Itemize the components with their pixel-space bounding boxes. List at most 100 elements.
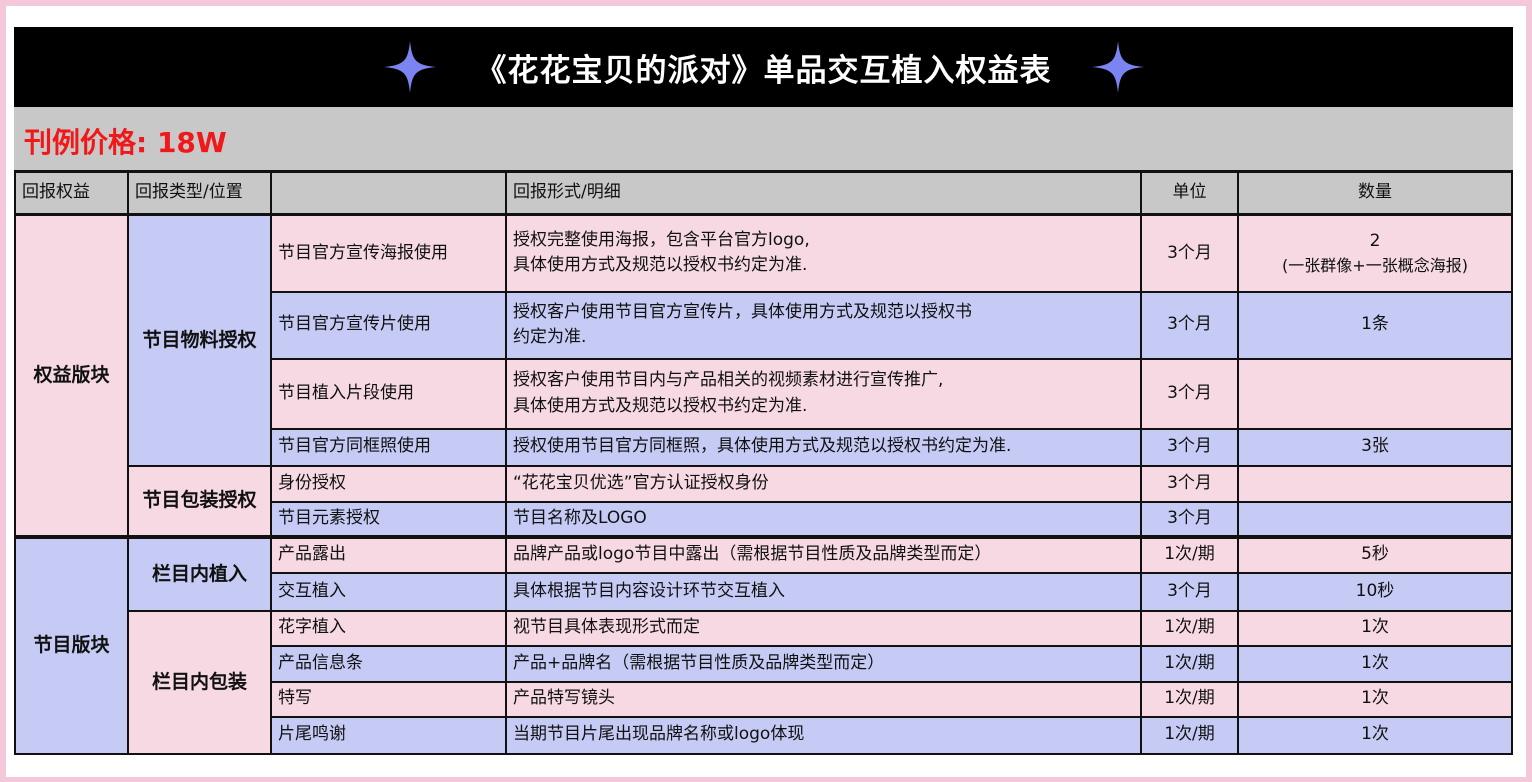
page-title: 《花花宝贝的派对》单品交互植入权益表 (475, 52, 1052, 89)
quantity-cell-line: 1次 (1361, 617, 1389, 638)
table-row: 片尾鸣谢 当期节目片尾出现品牌名称或logo体现 1次/期 1次 (15, 715, 1513, 755)
rights-table: 回报权益 回报类型/位置 回报形式/明细 单位 数量 权益版块 节目物料授权 节目官… (14, 170, 1513, 755)
item-cell: 身份授权 (270, 464, 507, 503)
unit-cell: 3个月 (1140, 290, 1239, 360)
header-cell: 回报形式/明细 (505, 170, 1142, 216)
item-cell: 产品露出 (270, 534, 507, 574)
group-cell: 节目物料授权 (127, 213, 272, 467)
item-cell: 节目官方宣传海报使用 (270, 213, 507, 293)
quantity-cell-line: 1次 (1361, 652, 1389, 673)
unit-cell: 1次/期 (1140, 715, 1239, 755)
detail-cell: 具体根据节目内容设计环节交互植入 (505, 571, 1142, 612)
quantity-cell-line: 1条 (1361, 314, 1389, 335)
detail-cell-line: 节目名称及LOGO (513, 507, 647, 528)
detail-cell-line: 授权使用节目官方同框照，具体使用方式及规范以授权书约定为准. (513, 436, 1012, 457)
quantity-cell: 3张 (1237, 427, 1513, 467)
item-cell: 交互植入 (270, 571, 507, 612)
detail-cell-line: 授权客户使用节目内与产品相关的视频素材进行宣传推广, (513, 370, 944, 390)
quantity-cell (1237, 500, 1513, 538)
quantity-cell-line: 3张 (1361, 436, 1389, 457)
table-row: 节目官方同框照使用 授权使用节目官方同框照，具体使用方式及规范以授权书约定为准. 3… (15, 427, 1513, 467)
sparkle-star-icon (383, 41, 436, 93)
quantity-cell: 1次 (1237, 644, 1513, 683)
title-bar: 《花花宝贝的派对》单品交互植入权益表 (14, 27, 1513, 107)
table-row: 节目包装授权 身份授权 “花花宝贝优选”官方认证授权身份 3个月 (15, 464, 1513, 538)
quantity-cell: 2 (一张群像+一张概念海报) (1237, 213, 1513, 293)
table-row: 节目版块 栏目内植入 产品露出 品牌产品或logo节目中露出（需根据节目性质及品牌类型… (14, 534, 1513, 755)
detail-cell: 授权客户使用节目内与产品相关的视频素材进行宣传推广, 具体使用方式及规范以授权书约… (505, 357, 1142, 430)
detail-cell: 授权完整使用海报，包含平台官方logo, 具体使用方式及规范以授权书约定为准. (505, 213, 1142, 293)
section-cell: 权益版块 (14, 213, 129, 538)
item-cell: 片尾鸣谢 (270, 715, 507, 755)
detail-cell: 节目名称及LOGO (505, 500, 1142, 538)
table-header-row: 回报权益 回报类型/位置 回报形式/明细 单位 数量 (14, 170, 1513, 216)
quantity-cell: 1次 (1237, 715, 1513, 755)
table-row: 节目官方宣传片使用 授权客户使用节目官方宣传片，具体使用方式及规范以授权书 约定为准… (15, 290, 1513, 360)
detail-cell-line: 产品+品牌名（需根据节目性质及品牌类型而定） (513, 652, 885, 673)
detail-cell: 品牌产品或logo节目中露出（需根据节目性质及品牌类型而定） (505, 534, 1142, 574)
detail-cell-line: “花花宝贝优选”官方认证授权身份 (513, 472, 769, 493)
quantity-cell (1237, 357, 1513, 430)
table-row: 特写 产品特写镜头 1次/期 1次 (15, 680, 1513, 718)
quantity-cell-line: 10秒 (1355, 580, 1395, 601)
detail-cell: 视节目具体表现形式而定 (505, 609, 1142, 647)
unit-cell: 1次/期 (1140, 680, 1239, 718)
quantity-cell-line: (一张群像+一张概念海报) (1282, 256, 1468, 275)
header-cell: 回报类型/位置 (127, 170, 272, 216)
unit-cell: 3个月 (1140, 357, 1239, 430)
unit-cell: 3个月 (1140, 571, 1239, 612)
header-cell (270, 170, 507, 216)
item-cell: 产品信息条 (270, 644, 507, 683)
table-row: 产品信息条 产品+品牌名（需根据节目性质及品牌类型而定） 1次/期 1次 (15, 644, 1513, 683)
unit-cell: 3个月 (1140, 213, 1239, 293)
item-cell: 特写 (270, 680, 507, 718)
unit-cell: 3个月 (1140, 464, 1239, 503)
sparkle-star-icon (1091, 41, 1144, 93)
quantity-cell-line: 2 (1369, 230, 1381, 251)
table-row: 栏目内包装 花字植入 视节目具体表现形式而定 1次/期 1次 (15, 609, 1513, 755)
detail-cell: 当期节目片尾出现品牌名称或logo体现 (505, 715, 1142, 755)
table-row: 节目植入片段使用 授权客户使用节目内与产品相关的视频素材进行宣传推广, 具体使用方式… (15, 357, 1513, 430)
quantity-cell: 1次 (1237, 680, 1513, 718)
detail-cell-line: 具体使用方式及规范以授权书约定为准. (513, 395, 808, 416)
item-cell: 节目元素授权 (270, 500, 507, 538)
table-row: 交互植入 具体根据节目内容设计环节交互植入 3个月 10秒 (15, 571, 1513, 612)
detail-cell: 产品+品牌名（需根据节目性质及品牌类型而定） (505, 644, 1142, 683)
quantity-cell: 10秒 (1237, 571, 1513, 612)
item-cell: 花字植入 (270, 609, 507, 647)
detail-cell: 授权使用节目官方同框照，具体使用方式及规范以授权书约定为准. (505, 427, 1142, 467)
section-cell: 节目版块 (14, 534, 129, 755)
detail-cell: 产品特写镜头 (505, 680, 1142, 718)
quantity-cell: 1条 (1237, 290, 1513, 360)
detail-cell-line: 具体使用方式及规范以授权书约定为准. (513, 255, 808, 276)
table-row: 节目元素授权 节目名称及LOGO 3个月 (15, 500, 1513, 538)
table-row: 权益版块 节目物料授权 节目官方宣传海报使用 授权完整使用海报，包含平台官方logo,… (14, 213, 1513, 538)
detail-cell-line: 当期节目片尾出现品牌名称或logo体现 (513, 724, 805, 745)
header-cell: 回报权益 (14, 170, 129, 216)
detail-cell-line: 授权客户使用节目官方宣传片，具体使用方式及规范以授权书 (513, 301, 972, 322)
detail-cell-line: 视节目具体表现形式而定 (513, 617, 700, 638)
group-cell: 栏目内植入 (127, 534, 272, 612)
quantity-cell: 5秒 (1237, 534, 1513, 574)
unit-cell: 3个月 (1140, 427, 1239, 467)
detail-cell-line: 产品特写镜头 (513, 688, 615, 709)
detail-cell: “花花宝贝优选”官方认证授权身份 (505, 464, 1142, 503)
detail-cell-line: 授权完整使用海报，包含平台官方logo, (513, 229, 810, 250)
detail-cell-line: 具体根据节目内容设计环节交互植入 (513, 580, 785, 601)
header-cell: 单位 (1140, 170, 1239, 216)
group-cell: 栏目内包装 (127, 609, 272, 755)
quantity-cell-line: 5秒 (1361, 544, 1389, 565)
unit-cell: 1次/期 (1140, 534, 1239, 574)
group-cell: 节目包装授权 (127, 464, 272, 538)
item-cell: 节目官方同框照使用 (270, 427, 507, 467)
quantity-cell: 1次 (1237, 609, 1513, 647)
detail-cell-line: 约定为准. (513, 327, 587, 347)
quantity-cell (1237, 464, 1513, 503)
quantity-cell-line: 1次 (1361, 688, 1389, 709)
quantity-cell-line: 1次 (1361, 724, 1389, 745)
unit-cell: 1次/期 (1140, 609, 1239, 647)
detail-cell-line: 品牌产品或logo节目中露出（需根据节目性质及品牌类型而定） (513, 544, 992, 565)
item-cell: 节目植入片段使用 (270, 357, 507, 430)
item-cell: 节目官方宣传片使用 (270, 290, 507, 360)
price-bar: 刊例价格: 18W (14, 107, 1513, 170)
